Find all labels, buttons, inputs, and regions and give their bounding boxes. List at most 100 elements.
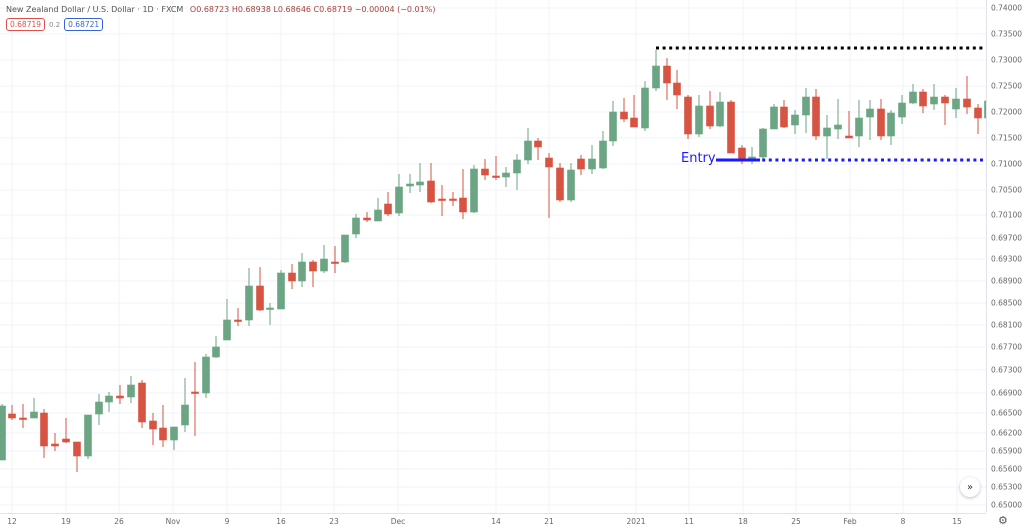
bearish-candle bbox=[845, 111, 853, 139]
bullish-candle bbox=[588, 145, 596, 174]
time-tick-label: 26 bbox=[114, 517, 124, 526]
price-tick-label: 0.74000 bbox=[991, 3, 1023, 13]
time-tick-label: Feb bbox=[843, 517, 857, 526]
bullish-candle bbox=[84, 414, 92, 459]
bearish-candle bbox=[62, 418, 70, 443]
price-tick-label: 0.72500 bbox=[991, 81, 1023, 91]
price-tick-label: 0.69300 bbox=[991, 254, 1023, 264]
bullish-candle bbox=[855, 100, 863, 147]
bearish-candle bbox=[288, 264, 296, 289]
bearish-candle bbox=[149, 413, 157, 445]
bearish-candle bbox=[191, 362, 199, 436]
bearish-candle bbox=[630, 95, 638, 128]
bullish-candle bbox=[374, 198, 382, 222]
time-axis[interactable]: 12 19 26 Nov 9 16 23 Dec 14 21 2021 11 18 25 Feb 8 15 bbox=[0, 513, 986, 530]
ohlc-values: O0.68723 H0.68938 L0.68646 C0.68719 −0.0… bbox=[189, 5, 436, 14]
bullish-candle bbox=[395, 174, 403, 216]
time-tick-label: 25 bbox=[791, 517, 801, 526]
chart-settings-button[interactable]: ⚙ bbox=[998, 514, 1008, 527]
price-tick-label: 0.68500 bbox=[991, 298, 1023, 308]
bullish-candle bbox=[759, 128, 767, 159]
price-tick-label: 0.65300 bbox=[991, 482, 1023, 492]
bearish-candle bbox=[545, 153, 553, 218]
bearish-candle bbox=[363, 212, 371, 222]
bullish-candle bbox=[470, 165, 478, 213]
bearish-candle bbox=[19, 404, 27, 428]
bullish-candle bbox=[641, 81, 649, 131]
bearish-candle bbox=[556, 163, 564, 202]
sell-price-button[interactable]: 0.68719 bbox=[6, 18, 46, 31]
bearish-candle bbox=[919, 89, 927, 113]
bullish-candle bbox=[266, 303, 274, 325]
price-tick-label: 0.73500 bbox=[991, 29, 1023, 39]
bearish-candle bbox=[727, 100, 735, 154]
bearish-candle bbox=[492, 156, 500, 180]
bullish-candle bbox=[223, 299, 231, 341]
time-tick-label: 12 bbox=[7, 517, 17, 526]
bearish-candle bbox=[459, 169, 467, 219]
price-tick-label: 0.70100 bbox=[991, 210, 1023, 220]
bullish-candle bbox=[416, 163, 424, 192]
bearish-candle bbox=[963, 76, 971, 114]
bullish-candle bbox=[212, 336, 220, 358]
chart-area[interactable]: New Zealand Dollar / U.S. Dollar · 1D · … bbox=[0, 0, 992, 513]
bearish-candle bbox=[8, 405, 16, 420]
bearish-candle bbox=[116, 385, 124, 404]
bullish-candle bbox=[791, 110, 799, 134]
bullish-candle bbox=[609, 101, 617, 146]
price-tick-label: 0.66500 bbox=[991, 408, 1023, 418]
bullish-candle bbox=[930, 84, 938, 110]
bearish-candle bbox=[673, 70, 681, 109]
scroll-to-realtime-button[interactable]: » bbox=[960, 477, 980, 497]
spread-value: 0.2 bbox=[49, 20, 61, 29]
bearish-candle bbox=[138, 380, 146, 428]
price-tick-label: 0.71500 bbox=[991, 133, 1023, 143]
price-tick-label: 0.73000 bbox=[991, 55, 1023, 65]
bearish-candle bbox=[481, 159, 489, 180]
bearish-candle bbox=[73, 441, 81, 472]
bearish-candle bbox=[620, 98, 628, 122]
bearish-candle bbox=[256, 267, 264, 311]
bearish-candle bbox=[331, 246, 339, 273]
price-tick-label: 0.66200 bbox=[991, 428, 1023, 438]
price-tick-label: 0.71000 bbox=[991, 159, 1023, 169]
bullish-candle bbox=[277, 270, 285, 310]
price-axis[interactable]: 0.74000 0.73500 0.73000 0.72500 0.72000 0.715… bbox=[986, 0, 1024, 513]
price-tick-label: 0.67700 bbox=[991, 342, 1023, 352]
bullish-candle bbox=[524, 128, 532, 164]
time-tick-label: Nov bbox=[165, 517, 181, 526]
bearish-candle bbox=[684, 95, 692, 139]
bearish-candle bbox=[51, 433, 59, 451]
bullish-candle bbox=[95, 394, 103, 425]
buy-price-button[interactable]: 0.68721 bbox=[64, 18, 104, 31]
bearish-candle bbox=[234, 308, 242, 326]
bullish-candle bbox=[502, 167, 510, 187]
bearish-candle bbox=[877, 99, 885, 140]
price-tick-label: 0.68100 bbox=[991, 320, 1023, 330]
bullish-candle bbox=[30, 398, 38, 419]
double-chevron-right-icon: » bbox=[966, 481, 974, 493]
bullish-candle bbox=[695, 95, 703, 137]
price-tick-label: 0.67300 bbox=[991, 365, 1023, 375]
bullish-candle bbox=[513, 154, 521, 190]
time-tick-label: 19 bbox=[61, 517, 71, 526]
price-tick-label: 0.69700 bbox=[991, 233, 1023, 243]
gear-icon: ⚙ bbox=[998, 514, 1008, 527]
bullish-candle bbox=[567, 163, 575, 202]
bullish-candle bbox=[181, 378, 189, 432]
bullish-candle bbox=[770, 104, 778, 130]
price-tick-label: 0.68900 bbox=[991, 276, 1023, 286]
bullish-candle bbox=[341, 234, 349, 263]
bullish-candle bbox=[652, 50, 660, 91]
bearish-candle bbox=[780, 100, 788, 128]
bullish-candle bbox=[0, 404, 6, 461]
bullish-candle bbox=[887, 110, 895, 145]
bullish-candle bbox=[127, 376, 135, 403]
bearish-candle bbox=[663, 58, 671, 100]
candlestick-chart[interactable] bbox=[0, 0, 992, 513]
bearish-candle bbox=[309, 260, 317, 287]
bearish-candle bbox=[941, 95, 949, 125]
bullish-candle bbox=[105, 392, 113, 412]
bearish-candle bbox=[577, 155, 585, 175]
bearish-candle bbox=[706, 91, 714, 129]
